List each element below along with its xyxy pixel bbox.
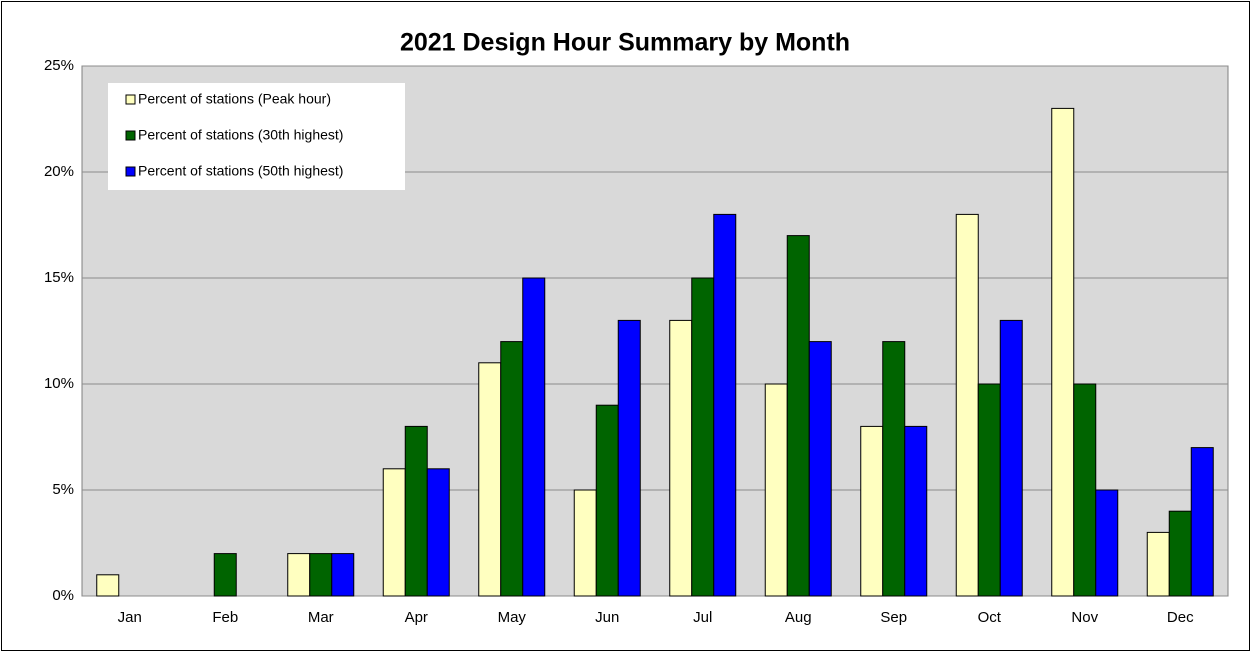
bar	[309, 553, 333, 597]
bar	[955, 213, 979, 597]
bar	[382, 468, 406, 597]
bar	[287, 553, 311, 597]
bar	[617, 319, 641, 597]
y-tick-label: 15%	[44, 269, 74, 286]
bar	[426, 468, 450, 597]
bar	[573, 489, 597, 597]
chart-title: 2021 Design Hour Summary by Month	[400, 29, 850, 57]
bar	[764, 383, 788, 597]
bar	[404, 425, 428, 597]
x-tick-label: Jul	[693, 609, 712, 626]
bar	[904, 425, 928, 597]
legend-label: Percent of stations (30th highest)	[138, 127, 343, 143]
x-tick-label: Apr	[405, 609, 428, 626]
legend-box	[108, 83, 405, 190]
bar	[999, 319, 1023, 597]
x-tick-label: Aug	[785, 609, 812, 626]
bar	[977, 383, 1001, 597]
y-tick-label: 10%	[44, 375, 74, 392]
x-tick-label: Sep	[880, 609, 907, 626]
bar	[1146, 531, 1170, 597]
bar	[691, 277, 715, 597]
x-tick-label: Nov	[1071, 609, 1098, 626]
legend-swatch	[125, 94, 136, 105]
bar	[522, 277, 546, 597]
x-tick-label: Oct	[978, 609, 1002, 626]
x-tick-label: Jan	[118, 609, 142, 626]
bar	[882, 341, 906, 597]
x-tick-label: Dec	[1167, 609, 1194, 626]
y-tick-label: 20%	[44, 163, 74, 180]
bar	[96, 574, 120, 597]
x-tick-label: Feb	[212, 609, 238, 626]
bar	[860, 425, 884, 597]
bar	[1190, 447, 1214, 597]
y-tick-label: 25%	[44, 57, 74, 74]
x-tick-label: Jun	[595, 609, 619, 626]
bar	[1073, 383, 1097, 597]
bar	[595, 404, 619, 597]
bar	[478, 362, 502, 597]
bar	[1168, 510, 1192, 597]
bar	[331, 553, 355, 597]
x-tick-label: Mar	[308, 609, 334, 626]
bar	[1095, 489, 1119, 597]
x-tick-label: May	[498, 609, 527, 626]
bar	[1051, 107, 1075, 597]
legend-swatch	[125, 166, 136, 177]
bar	[786, 235, 810, 597]
legend-label: Percent of stations (50th highest)	[138, 163, 343, 179]
bar	[669, 319, 693, 597]
bar	[500, 341, 524, 597]
bar	[808, 341, 832, 597]
legend-label: Percent of stations (Peak hour)	[138, 91, 331, 107]
bar	[713, 213, 737, 597]
y-tick-label: 5%	[52, 481, 74, 498]
legend-swatch	[125, 130, 136, 141]
y-tick-label: 0%	[52, 587, 74, 604]
bar	[213, 553, 237, 597]
